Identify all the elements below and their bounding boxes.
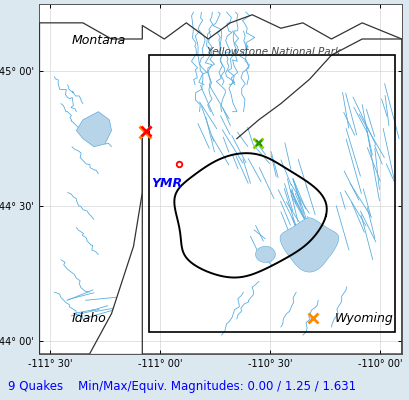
Text: Yellowstone National Park: Yellowstone National Park [207, 47, 340, 57]
Text: YMR: YMR [151, 177, 182, 190]
Text: Idaho: Idaho [72, 312, 107, 325]
Polygon shape [279, 218, 338, 272]
Text: Montana: Montana [71, 34, 125, 47]
Polygon shape [76, 112, 111, 147]
Polygon shape [255, 246, 275, 262]
Text: Wyoming: Wyoming [334, 312, 393, 325]
Bar [148, 55, 394, 332]
Text: 9 Quakes    Min/Max/Equiv. Magnitudes: 0.00 / 1.25 / 1.631: 9 Quakes Min/Max/Equiv. Magnitudes: 0.00… [8, 380, 355, 393]
